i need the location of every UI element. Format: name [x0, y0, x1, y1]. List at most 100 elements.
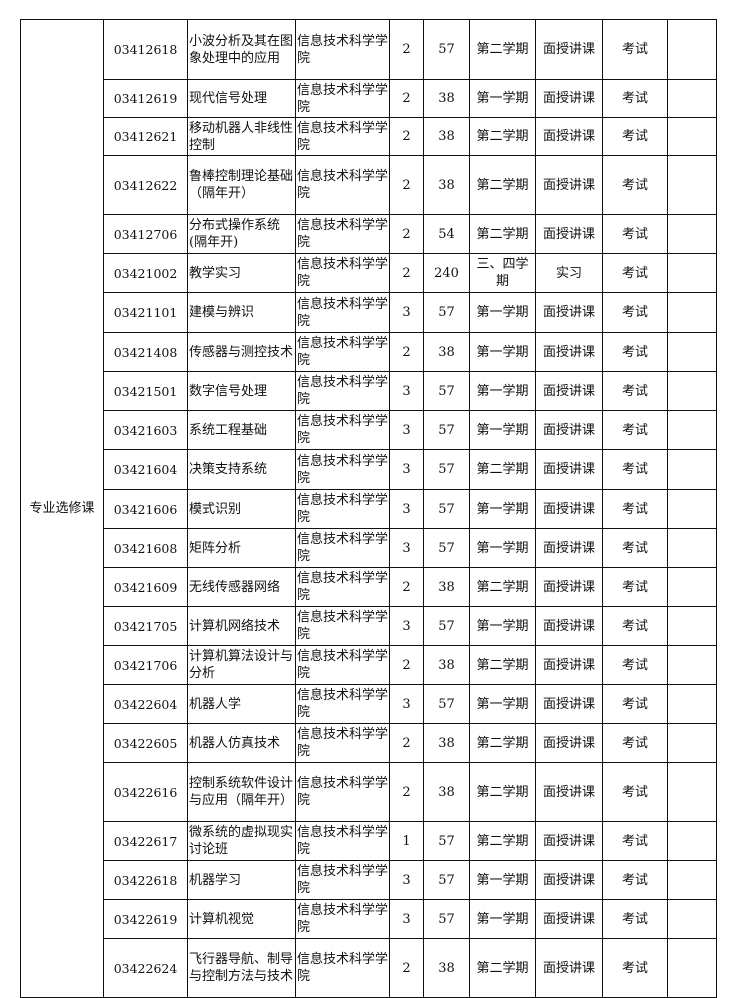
course-code-cell: 03422604 [103, 684, 188, 724]
hours-cell: 38 [423, 567, 470, 607]
department-cell: 信息技术科学学院 [295, 410, 390, 450]
term-cell: 第一学期 [469, 860, 536, 900]
hours-cell: 57 [423, 292, 470, 333]
credits-cell: 2 [389, 938, 424, 998]
department-cell: 信息技术科学学院 [295, 253, 390, 293]
teaching-mode-cell: 面授讲课 [535, 155, 603, 215]
hours-cell: 57 [423, 19, 470, 80]
credits-cell: 3 [389, 449, 424, 490]
department-cell: 信息技术科学学院 [295, 567, 390, 607]
hours-cell: 57 [423, 684, 470, 724]
table-row: 03421608 矩阵分析 信息技术科学学院 3 57 第一学期 面授讲课 考试 [21, 528, 717, 568]
department-cell: 信息技术科学学院 [295, 371, 390, 411]
table-row: 03421501 数字信号处理 信息技术科学学院 3 57 第一学期 面授讲课 考试 [21, 371, 717, 411]
credits-cell: 2 [389, 253, 424, 293]
teaching-mode-cell: 面授讲课 [535, 214, 603, 254]
course-code-cell: 03412621 [103, 117, 188, 156]
note-cell [667, 371, 717, 411]
credits-cell: 3 [389, 371, 424, 411]
table-row: 03421609 无线传感器网络 信息技术科学学院 2 38 第二学期 面授讲课 考试 [21, 567, 717, 607]
hours-cell: 57 [423, 449, 470, 490]
term-cell: 第一学期 [469, 79, 536, 118]
course-code-cell: 03412618 [103, 19, 188, 80]
hours-cell: 57 [423, 606, 470, 646]
term-cell: 第二学期 [469, 567, 536, 607]
hours-cell: 240 [423, 253, 470, 293]
term-cell: 第二学期 [469, 214, 536, 254]
assessment-cell: 考试 [602, 489, 668, 529]
teaching-mode-cell: 面授讲课 [535, 567, 603, 607]
credits-cell: 2 [389, 567, 424, 607]
note-cell [667, 489, 717, 529]
hours-cell: 57 [423, 410, 470, 450]
credits-cell: 3 [389, 860, 424, 900]
table-row: 03412622 鲁棒控制理论基础（隔年开） 信息技术科学学院 2 38 第二学期 面授讲课… [21, 155, 717, 215]
table-row: 03422618 机器学习 信息技术科学学院 3 57 第一学期 面授讲课 考试 [21, 860, 717, 900]
assessment-cell: 考试 [602, 821, 668, 861]
assessment-cell: 考试 [602, 19, 668, 80]
hours-cell: 57 [423, 528, 470, 568]
note-cell [667, 292, 717, 333]
course-code-cell: 03421603 [103, 410, 188, 450]
department-cell: 信息技术科学学院 [295, 117, 390, 156]
course-name-cell: 系统工程基础 [187, 410, 296, 450]
table-row: 03422604 机器人学 信息技术科学学院 3 57 第一学期 面授讲课 考试 [21, 684, 717, 724]
course-code-cell: 03421705 [103, 606, 188, 646]
hours-cell: 57 [423, 860, 470, 900]
department-cell: 信息技术科学学院 [295, 723, 390, 763]
department-cell: 信息技术科学学院 [295, 938, 390, 998]
course-code-cell: 03422624 [103, 938, 188, 998]
teaching-mode-cell: 面授讲课 [535, 371, 603, 411]
credits-cell: 3 [389, 899, 424, 939]
teaching-mode-cell: 面授讲课 [535, 723, 603, 763]
hours-cell: 57 [423, 821, 470, 861]
department-cell: 信息技术科学学院 [295, 762, 390, 822]
assessment-cell: 考试 [602, 723, 668, 763]
course-name-cell: 飞行器导航、制导与控制方法与技术 [187, 938, 296, 998]
course-code-cell: 03421604 [103, 449, 188, 490]
hours-cell: 54 [423, 214, 470, 254]
term-cell: 第一学期 [469, 332, 536, 372]
term-cell: 第二学期 [469, 821, 536, 861]
credits-cell: 2 [389, 762, 424, 822]
term-cell: 第二学期 [469, 723, 536, 763]
assessment-cell: 考试 [602, 606, 668, 646]
table-row: 03421101 建模与辨识 信息技术科学学院 3 57 第一学期 面授讲课 考试 [21, 292, 717, 333]
table-row: 03422616 控制系统软件设计与应用（隔年开） 信息技术科学学院 2 38 第二学期面… [21, 762, 717, 822]
hours-cell: 38 [423, 938, 470, 998]
note-cell [667, 606, 717, 646]
credits-cell: 2 [389, 79, 424, 118]
credits-cell: 2 [389, 332, 424, 372]
table-row: 专业选修课 03412618 小波分析及其在图象处理中的应用 信息技术科学学院 2 57 第… [20, 19, 717, 998]
course-name-cell: 计算机网络技术 [187, 606, 296, 646]
term-cell: 第一学期 [469, 528, 536, 568]
teaching-mode-cell: 面授讲课 [535, 117, 603, 156]
note-cell [667, 79, 717, 118]
course-name-cell: 微系统的虚拟现实讨论班 [187, 821, 296, 861]
term-cell: 第二学期 [469, 117, 536, 156]
course-code-cell: 03421501 [103, 371, 188, 411]
assessment-cell: 考试 [602, 155, 668, 215]
course-name-cell: 机器人仿真技术 [187, 723, 296, 763]
course-name-cell: 数字信号处理 [187, 371, 296, 411]
course-name-cell: 建模与辨识 [187, 292, 296, 333]
note-cell [667, 214, 717, 254]
table-row: 03421603 系统工程基础 信息技术科学学院 3 57 第一学期 面授讲课 考试 [21, 410, 717, 450]
note-cell [667, 155, 717, 215]
term-cell: 第一学期 [469, 292, 536, 333]
teaching-mode-cell: 面授讲课 [535, 489, 603, 529]
credits-cell: 2 [389, 645, 424, 685]
department-cell: 信息技术科学学院 [295, 528, 390, 568]
table-row: 03421606 模式识别 信息技术科学学院 3 57 第一学期 面授讲课 考试 [21, 489, 717, 529]
department-cell: 信息技术科学学院 [295, 292, 390, 333]
table-row: 03412706 分布式操作系统(隔年开) 信息技术科学学院 2 54 第二学期 面授讲课考… [21, 214, 717, 254]
assessment-cell: 考试 [602, 79, 668, 118]
department-cell: 信息技术科学学院 [295, 155, 390, 215]
credits-cell: 2 [389, 723, 424, 763]
note-cell [667, 410, 717, 450]
note-cell [667, 449, 717, 490]
assessment-cell: 考试 [602, 449, 668, 490]
course-name-cell: 教学实习 [187, 253, 296, 293]
course-code-cell: 03422618 [103, 860, 188, 900]
note-cell [667, 821, 717, 861]
